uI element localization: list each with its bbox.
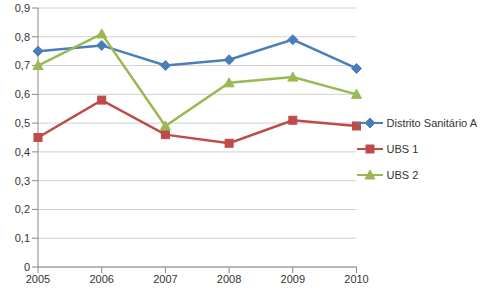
svg-text:0,6: 0,6 — [15, 88, 30, 100]
svg-text:0,4: 0,4 — [15, 146, 30, 158]
svg-text:0,7: 0,7 — [15, 59, 30, 71]
svg-text:0,5: 0,5 — [15, 117, 30, 129]
html-text:UBS 2: UBS 2 — [386, 168, 419, 181]
svg-text:2009: 2009 — [281, 273, 305, 285]
svg-text:2006: 2006 — [89, 273, 113, 285]
svg-text:0,2: 0,2 — [15, 203, 30, 215]
svg-text:0,8: 0,8 — [15, 31, 30, 43]
html-text:UBS 1: UBS 1 — [386, 142, 419, 155]
html-text:Distrito Sanitário A: Distrito Sanitário A — [386, 116, 477, 129]
svg-text:0,9: 0,9 — [15, 2, 30, 14]
svg-text:2010: 2010 — [344, 273, 368, 285]
svg-text:2007: 2007 — [153, 273, 177, 285]
svg-text:2005: 2005 — [26, 273, 50, 285]
svg-text:2008: 2008 — [217, 273, 241, 285]
svg-text:0,1: 0,1 — [15, 232, 30, 244]
svg-text:0: 0 — [24, 261, 30, 273]
svg-text:0,3: 0,3 — [15, 175, 30, 187]
